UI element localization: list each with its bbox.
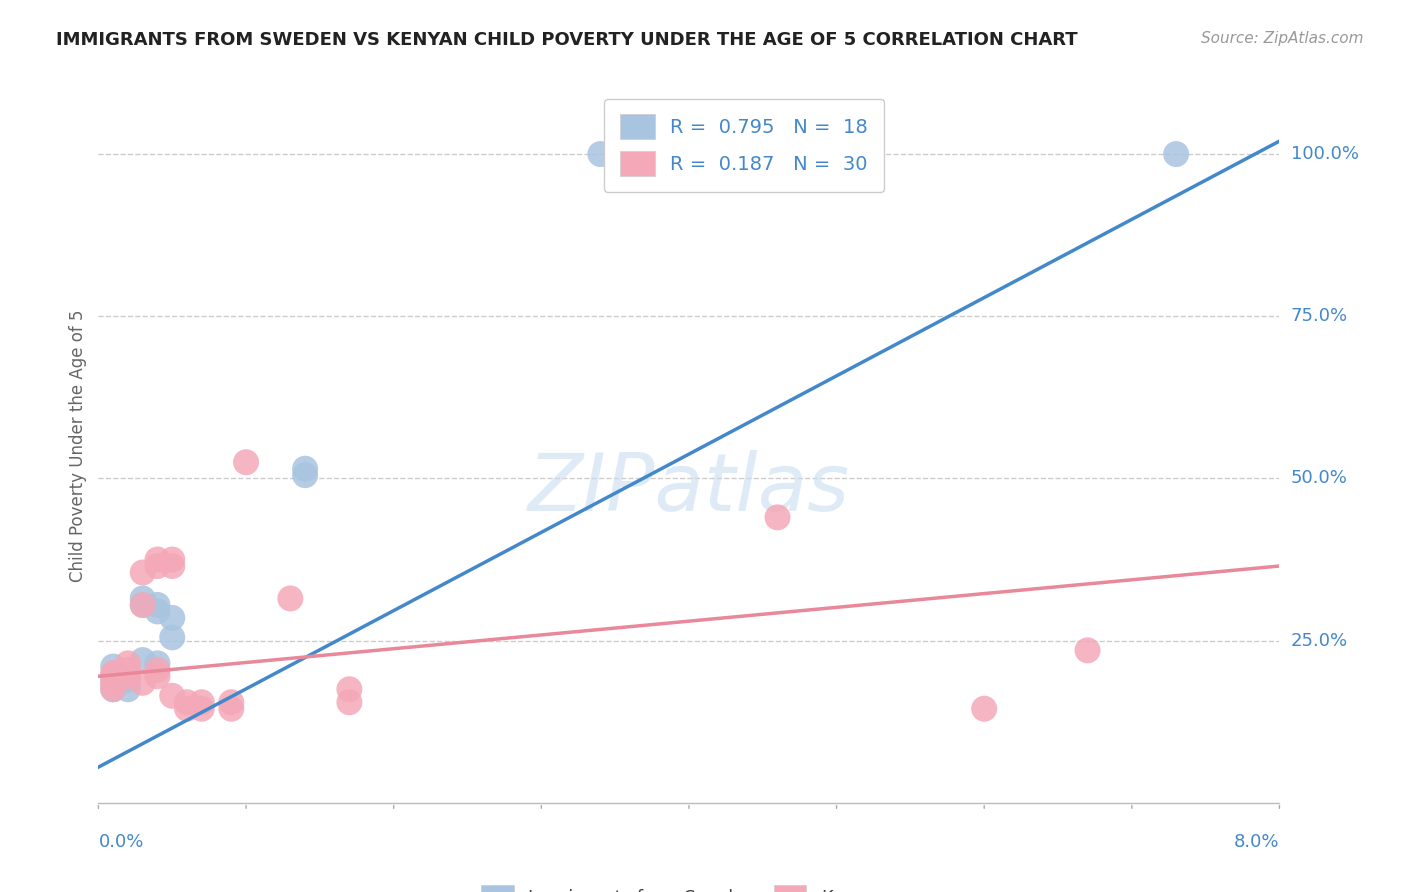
Point <box>191 702 214 716</box>
Point <box>117 669 139 683</box>
Point <box>132 591 155 606</box>
Point <box>117 663 139 677</box>
Point <box>132 675 155 690</box>
Text: 50.0%: 50.0% <box>1291 469 1347 487</box>
Point <box>146 552 169 566</box>
Point <box>235 455 257 469</box>
Point <box>162 631 183 645</box>
Point <box>1164 147 1187 161</box>
Text: ZIPatlas: ZIPatlas <box>527 450 851 528</box>
Point <box>146 598 169 612</box>
Point <box>117 682 139 697</box>
Point <box>132 566 155 580</box>
Text: 0.0%: 0.0% <box>98 833 143 851</box>
Point <box>103 669 124 683</box>
Text: 75.0%: 75.0% <box>1291 307 1348 326</box>
Point <box>589 147 612 161</box>
Point <box>294 461 316 475</box>
Point <box>146 604 169 618</box>
Point <box>117 657 139 671</box>
Point <box>973 702 995 716</box>
Point <box>103 675 124 690</box>
Point <box>219 702 242 716</box>
Point <box>146 663 169 677</box>
Point <box>766 510 789 524</box>
Point <box>103 666 124 681</box>
Text: Source: ZipAtlas.com: Source: ZipAtlas.com <box>1201 31 1364 46</box>
Point <box>132 598 155 612</box>
Point <box>278 591 301 606</box>
Point <box>103 659 124 673</box>
Point <box>103 669 124 683</box>
Text: IMMIGRANTS FROM SWEDEN VS KENYAN CHILD POVERTY UNDER THE AGE OF 5 CORRELATION CH: IMMIGRANTS FROM SWEDEN VS KENYAN CHILD P… <box>56 31 1078 49</box>
Point <box>117 673 139 687</box>
Point <box>191 695 214 709</box>
Point <box>1077 643 1099 657</box>
Point <box>294 468 316 483</box>
Point <box>146 559 169 574</box>
Point <box>162 611 183 625</box>
Text: 100.0%: 100.0% <box>1291 145 1358 163</box>
Point <box>337 695 360 709</box>
Y-axis label: Child Poverty Under the Age of 5: Child Poverty Under the Age of 5 <box>69 310 87 582</box>
Point <box>146 669 169 683</box>
Text: 8.0%: 8.0% <box>1234 833 1279 851</box>
Point <box>162 559 183 574</box>
Point <box>162 689 183 703</box>
Point <box>219 695 242 709</box>
Point <box>103 682 124 697</box>
Legend: Immigrants from Sweden, Kenyans: Immigrants from Sweden, Kenyans <box>472 876 905 892</box>
Point <box>132 653 155 667</box>
Point <box>176 702 198 716</box>
Text: 25.0%: 25.0% <box>1291 632 1348 649</box>
Point <box>103 675 124 690</box>
Point <box>337 682 360 697</box>
Point <box>176 695 198 709</box>
Point <box>132 598 155 612</box>
Point <box>103 682 124 697</box>
Point <box>146 657 169 671</box>
Point <box>162 552 183 566</box>
